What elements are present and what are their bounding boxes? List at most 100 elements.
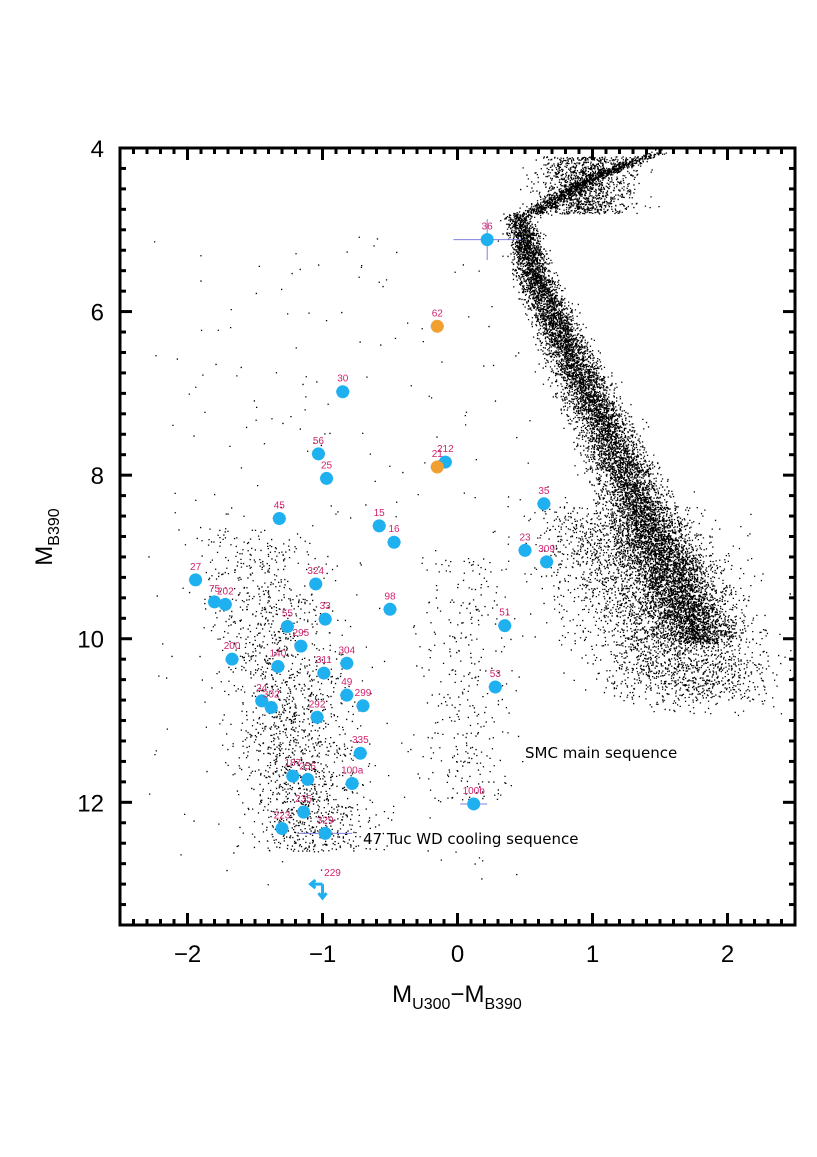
x-axis-title: MU300−MB390 (392, 981, 522, 1013)
point-label-75: 75 (209, 584, 221, 595)
point-35 (537, 497, 551, 511)
point-label-45: 45 (274, 501, 286, 512)
error-bars (188, 219, 554, 838)
point-27 (189, 573, 203, 587)
point-100a (345, 777, 359, 791)
point-21 (430, 460, 444, 474)
point-25 (320, 471, 334, 485)
point-33 (318, 612, 332, 626)
y-axis-title-group: MB390 (31, 508, 63, 565)
point-16 (387, 535, 401, 549)
y-tick-label: 6 (91, 300, 104, 327)
point-label-299: 299 (355, 688, 372, 699)
point-label-56: 56 (313, 436, 325, 447)
point-label-324: 324 (307, 566, 324, 577)
point-label-33: 33 (320, 601, 332, 612)
point-329 (318, 826, 332, 840)
point-label-295: 295 (293, 628, 310, 639)
data-markers (189, 233, 554, 901)
point-label-140: 140 (270, 649, 287, 660)
background-star-points (148, 149, 797, 886)
point-75 (208, 595, 221, 609)
point-label-229: 229 (324, 868, 341, 879)
point-223 (275, 821, 289, 835)
point-15 (372, 519, 386, 533)
point-140 (271, 660, 285, 674)
point-235 (297, 805, 311, 819)
point-label-302: 302 (263, 689, 280, 700)
point-36 (480, 233, 494, 247)
point-label-212: 212 (437, 444, 454, 455)
limit-arrow-229 (308, 878, 328, 901)
y-tick-label: 10 (77, 627, 104, 654)
point-304 (340, 656, 354, 670)
point-23 (518, 543, 532, 557)
point-label-62: 62 (432, 308, 444, 319)
point-187 (286, 769, 300, 783)
point-324 (309, 577, 323, 591)
y-tick-label: 8 (91, 463, 104, 490)
point-label-100a: 100a (341, 766, 364, 777)
annotation-smc: SMC main sequence (525, 744, 677, 762)
point-label-53: 53 (490, 669, 502, 680)
point-299 (356, 699, 370, 713)
point-label-55: 55 (282, 608, 294, 619)
axis-tick-labels: −2 −1 0 1 24 6 8 10 12 (77, 136, 734, 968)
annotation-tuc: 47 Tuc WD cooling sequence (363, 830, 578, 848)
background-star-dots (148, 149, 797, 886)
point-302 (264, 700, 278, 714)
point-label-98: 98 (384, 591, 396, 602)
x-tick-label: 2 (721, 941, 734, 968)
point-label-21: 21 (432, 449, 444, 460)
y-axis-title: MB390 (31, 508, 63, 565)
point-98 (383, 602, 397, 616)
point-311 (317, 666, 331, 680)
point-295 (294, 639, 308, 653)
point-label-23: 23 (519, 532, 531, 543)
point-51 (498, 619, 512, 633)
point-label-49: 49 (341, 677, 353, 688)
point-label-51: 51 (499, 608, 511, 619)
point-309 (540, 555, 554, 569)
point-200 (225, 652, 239, 666)
x-tick-label: −1 (309, 941, 336, 968)
x-tick-label: 1 (586, 941, 599, 968)
point-202 (218, 597, 232, 611)
point-30 (336, 385, 350, 399)
point-label-329: 329 (317, 815, 334, 826)
point-label-15: 15 (374, 508, 386, 519)
point-56 (311, 447, 325, 461)
point-53 (488, 680, 502, 694)
point-label-235: 235 (295, 794, 312, 805)
point-label-223: 223 (274, 810, 291, 821)
point-label-35: 35 (538, 486, 550, 497)
point-label-30: 30 (337, 374, 349, 385)
point-62 (430, 319, 444, 333)
point-292 (310, 710, 324, 724)
point-label-202: 202 (217, 586, 234, 597)
point-label-200: 200 (224, 641, 241, 652)
x-tick-label: 0 (451, 941, 464, 968)
annotations: SMC main sequence 47 Tuc WD cooling sequ… (363, 744, 677, 848)
x-tick-label: −2 (174, 941, 201, 968)
point-256 (301, 772, 315, 786)
point-label-311: 311 (316, 655, 332, 666)
y-tick-label: 12 (77, 790, 104, 817)
point-label-256: 256 (299, 761, 316, 772)
point-label-16: 16 (388, 524, 400, 535)
point-100b (467, 797, 481, 811)
point-label-25: 25 (321, 460, 333, 471)
point-label-292: 292 (309, 699, 326, 710)
point-label-100b: 100b (463, 786, 486, 797)
point-label-24: 24 (256, 683, 268, 694)
point-49 (340, 688, 354, 702)
point-label-187: 187 (284, 758, 301, 769)
point-label-335: 335 (352, 735, 369, 746)
point-label-304: 304 (338, 645, 355, 656)
axis-ticks (118, 146, 797, 927)
point-55 (280, 619, 294, 633)
plot-frame (118, 146, 797, 927)
point-label-36: 36 (482, 222, 494, 233)
